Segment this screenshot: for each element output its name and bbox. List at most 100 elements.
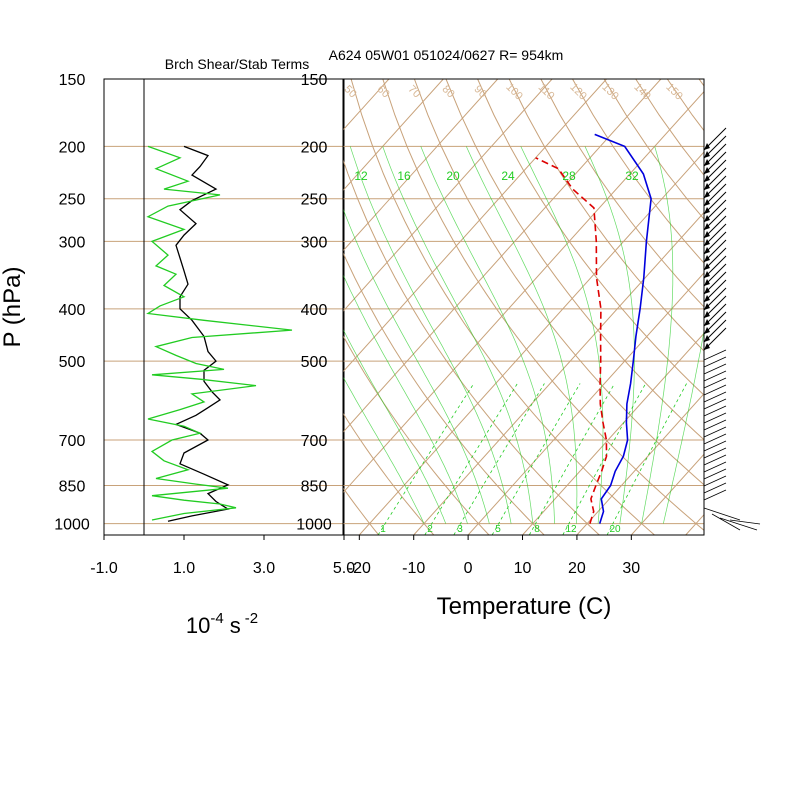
isotherm-line — [685, 513, 704, 535]
left-pressure-tick-label: 300 — [59, 234, 86, 251]
dry-adiabat-label: 130 — [599, 81, 620, 102]
wind-barb-flag — [704, 215, 710, 222]
wind-barb-flag — [704, 343, 710, 350]
x-axis-label-base: 10 — [186, 613, 210, 638]
isotherm-line — [343, 79, 553, 313]
wind-barb — [703, 440, 727, 452]
isotherm-line — [630, 453, 704, 535]
temperature-tick-label: 20 — [568, 560, 586, 577]
skewt-pressure-tick-label: 1000 — [296, 517, 332, 534]
moist-adiabat-label: 24 — [501, 169, 515, 183]
wind-barb-flag — [704, 327, 710, 334]
mixing-ratio-label: 8 — [534, 524, 540, 535]
wind-barb — [703, 482, 727, 494]
wind-barb — [703, 419, 727, 431]
wind-barb — [703, 412, 727, 424]
wind-barb — [703, 475, 727, 487]
moist-adiabat-label: 28 — [562, 169, 576, 183]
moist-adiabat-line — [343, 376, 425, 524]
wind-barb-flag — [704, 199, 710, 206]
wind-barb — [703, 370, 727, 382]
wind-barb-flag — [704, 279, 710, 286]
wind-barb-flag — [704, 255, 710, 262]
dry-adiabat-line — [445, 79, 704, 441]
isotherm-line — [343, 79, 499, 252]
wind-barb-flag — [704, 287, 710, 294]
skewt-pressure-tick-label: 700 — [301, 433, 328, 450]
dry-adiabat-line — [413, 79, 704, 486]
temperature-tick-label: 30 — [622, 560, 640, 577]
isotherm-line — [413, 211, 704, 535]
left-pressure-tick-label: 250 — [59, 192, 86, 209]
isotherm-line — [467, 272, 704, 535]
dewpoint-profile — [535, 157, 608, 524]
wind-barb-flag — [704, 239, 710, 246]
temperature-tick-label: 10 — [514, 560, 532, 577]
wind-barb — [703, 454, 727, 466]
mixing-ratio-label: 20 — [609, 524, 621, 535]
wind-barb — [703, 356, 727, 368]
wind-barb — [703, 377, 727, 389]
dry-adiabat-label: 140 — [631, 81, 652, 102]
mixing-ratio-line — [528, 383, 615, 535]
left-panel-title: Brch Shear/Stab Terms — [165, 56, 309, 72]
x-axis-label-unit-exponent: -2 — [245, 610, 258, 627]
wind-barb-flag — [704, 295, 710, 302]
dry-adiabat-line — [508, 79, 704, 352]
left-pressure-tick-label: 150 — [59, 72, 86, 89]
dry-adiabat-line — [540, 79, 704, 308]
wind-barb-flag — [704, 335, 710, 342]
dry-adiabat-line — [343, 412, 435, 535]
dry-adiabat-label: 100 — [503, 81, 524, 102]
moist-adiabat-label: 20 — [446, 169, 460, 183]
left-pressure-tick-label: 200 — [59, 139, 86, 156]
dry-adiabat-line — [477, 79, 704, 396]
wind-barb-flag — [704, 151, 710, 158]
moist-adiabat-line — [382, 146, 534, 524]
skewt-pressure-tick-label: 400 — [301, 302, 328, 319]
wind-barb-flag — [704, 303, 710, 310]
isotherm-line — [0, 79, 335, 535]
y-axis-label: P (hPa) — [0, 267, 26, 348]
moist-adiabat-line — [465, 146, 578, 524]
mixing-ratio-label: 12 — [565, 524, 577, 535]
moist-adiabat-line — [343, 207, 490, 524]
x-axis-label-unit: s — [230, 613, 241, 638]
left-pressure-tick-label: 700 — [59, 433, 86, 450]
mixing-ratio-line — [491, 383, 581, 535]
temperature-profile — [594, 133, 652, 524]
wind-barb-flag — [704, 175, 710, 182]
wind-barb — [703, 489, 727, 501]
wind-barb-flag — [704, 319, 710, 326]
dry-adiabat-line — [731, 79, 800, 535]
mixing-ratio-label: 1 — [380, 524, 386, 535]
moist-adiabat-line — [343, 273, 468, 524]
left-x-axis-label: 10-4 s -2 — [186, 610, 258, 638]
wind-barb — [703, 433, 727, 445]
temperature-tick-label: -20 — [348, 560, 371, 577]
wind-barb-flag — [704, 263, 710, 270]
wind-barb-flag — [704, 159, 710, 166]
dry-adiabat-label: 70 — [406, 83, 423, 100]
temperature-tick-label: -10 — [402, 560, 425, 577]
wind-barb — [703, 398, 727, 410]
wind-barb — [703, 384, 727, 396]
moist-adiabat-line — [349, 146, 512, 524]
left-pressure-tick-label: 400 — [59, 302, 86, 319]
skewt-pressure-tick-label: 250 — [301, 192, 328, 209]
wind-barb — [703, 391, 727, 403]
dry-adiabat-label: 110 — [536, 81, 557, 102]
mixing-ratio-label: 5 — [495, 524, 501, 535]
left-panel-frame — [103, 78, 345, 536]
moist-adiabat-label: 32 — [625, 169, 639, 183]
wind-barb-flag — [704, 223, 710, 230]
wind-barb-flag — [704, 311, 710, 318]
wind-barb-flag — [704, 143, 710, 150]
isotherm-line — [358, 151, 704, 535]
mixing-ratio-line — [453, 383, 545, 535]
isotherm-line — [522, 332, 704, 535]
mixing-ratio-line — [377, 383, 475, 535]
skewt-pressure-tick-label: 850 — [301, 478, 328, 495]
wind-barb — [703, 426, 727, 438]
